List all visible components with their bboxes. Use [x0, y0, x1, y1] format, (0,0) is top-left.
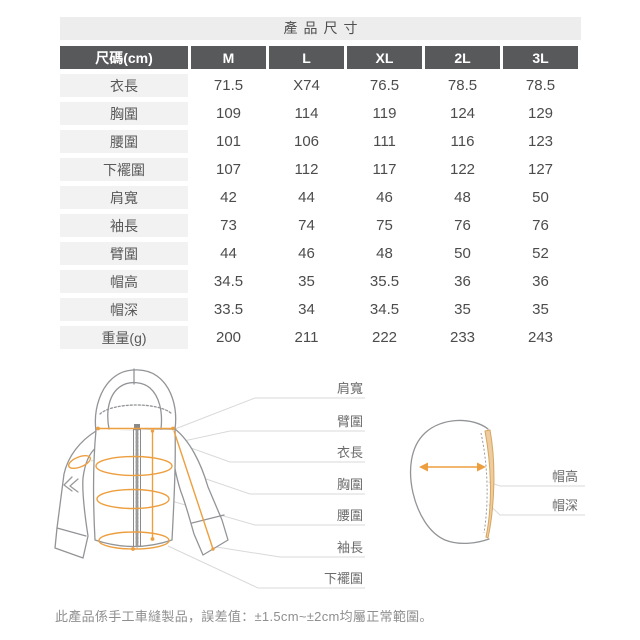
size-value-cell: 52: [503, 242, 578, 265]
size-value-cell: 122: [425, 158, 500, 181]
table-row: 帽高 34.5 35 35.5 36 36: [60, 270, 578, 293]
size-value-cell: 112: [269, 158, 344, 181]
size-value-cell: 123: [503, 130, 578, 153]
size-value-cell: 78.5: [425, 74, 500, 97]
diagram-label: 肩寬: [336, 381, 363, 396]
size-column-header: L: [269, 46, 344, 69]
size-value-cell: 101: [191, 130, 266, 153]
row-label: 肩寬: [60, 186, 188, 209]
size-value-cell: 48: [425, 186, 500, 209]
size-value-cell: 44: [191, 242, 266, 265]
size-value-cell: 107: [191, 158, 266, 181]
row-label: 帽高: [60, 270, 188, 293]
size-column-header: XL: [347, 46, 422, 69]
zipper: [133, 424, 141, 548]
page-title: 產品尺寸: [60, 17, 581, 40]
row-label: 袖長: [60, 214, 188, 237]
size-value-cell: 33.5: [191, 298, 266, 321]
size-value-cell: 44: [269, 186, 344, 209]
size-unit-header: 尺碼(cm): [60, 46, 188, 69]
size-value-cell: 34.5: [347, 298, 422, 321]
diagram-label: 臂圍: [336, 414, 363, 429]
size-value-cell: 243: [503, 326, 578, 349]
size-value-cell: 46: [269, 242, 344, 265]
size-column-header: 2L: [425, 46, 500, 69]
size-value-cell: 106: [269, 130, 344, 153]
table-row: 臂圍 44 46 48 50 52: [60, 242, 578, 265]
diagram-label: 下襬圍: [323, 571, 363, 586]
row-label: 衣長: [60, 74, 188, 97]
diagram-label: 衣長: [336, 445, 363, 460]
size-value-cell: 129: [503, 102, 578, 125]
size-value-cell: 119: [347, 102, 422, 125]
size-value-cell: 36: [503, 270, 578, 293]
row-label: 帽深: [60, 298, 188, 321]
size-value-cell: 71.5: [191, 74, 266, 97]
size-value-cell: 78.5: [503, 74, 578, 97]
row-label: 下襬圍: [60, 158, 188, 181]
row-label: 臂圍: [60, 242, 188, 265]
size-value-cell: 74: [269, 214, 344, 237]
size-value-cell: 222: [347, 326, 422, 349]
size-value-cell: 46: [347, 186, 422, 209]
table-row: 胸圍 109 114 119 124 129: [60, 102, 578, 125]
jacket-measure-lines: [67, 426, 215, 551]
diagram-label: 帽高: [551, 469, 578, 484]
table-row: 袖長 73 74 75 76 76: [60, 214, 578, 237]
diagram-label: 袖長: [336, 540, 363, 555]
size-value-cell: 34: [269, 298, 344, 321]
size-value-cell: 50: [425, 242, 500, 265]
row-label: 重量(g): [60, 326, 188, 349]
size-table: 尺碼(cm) M L XL 2L 3L 衣長 71.5 X74 76.5 78.5 78.5 胸圍 10…: [57, 41, 581, 354]
table-row: 腰圍 101 106 111 116 123: [60, 130, 578, 153]
size-value-cell: 35: [503, 298, 578, 321]
size-value-cell: 127: [503, 158, 578, 181]
row-label: 腰圍: [60, 130, 188, 153]
size-value-cell: 35.5: [347, 270, 422, 293]
size-value-cell: 117: [347, 158, 422, 181]
size-value-cell: 35: [425, 298, 500, 321]
size-value-cell: 211: [269, 326, 344, 349]
size-value-cell: 50: [503, 186, 578, 209]
size-value-cell: 48: [347, 242, 422, 265]
size-value-cell: 42: [191, 186, 266, 209]
size-value-cell: 75: [347, 214, 422, 237]
size-value-cell: 76.5: [347, 74, 422, 97]
table-row: 下襬圍 107 112 117 122 127: [60, 158, 578, 181]
size-value-cell: 35: [269, 270, 344, 293]
size-value-cell: 36: [425, 270, 500, 293]
size-value-cell: X74: [269, 74, 344, 97]
size-value-cell: 109: [191, 102, 266, 125]
size-column-header: 3L: [503, 46, 578, 69]
diagram-label: 帽深: [551, 498, 578, 513]
jacket-illustration: [54, 368, 229, 559]
row-label: 胸圍: [60, 102, 188, 125]
size-value-cell: 73: [191, 214, 266, 237]
size-value-cell: 111: [347, 130, 422, 153]
size-value-cell: 114: [269, 102, 344, 125]
diagram-label: 腰圍: [336, 508, 363, 523]
size-value-cell: 34.5: [191, 270, 266, 293]
size-column-header: M: [191, 46, 266, 69]
diagram-label: 胸圍: [336, 477, 363, 492]
table-row: 衣長 71.5 X74 76.5 78.5 78.5: [60, 74, 578, 97]
size-value-cell: 116: [425, 130, 500, 153]
size-value-cell: 76: [503, 214, 578, 237]
table-row: 重量(g) 200 211 222 233 243: [60, 326, 578, 349]
size-value-cell: 200: [191, 326, 266, 349]
size-value-cell: 124: [425, 102, 500, 125]
table-row: 帽深 33.5 34 34.5 35 35: [60, 298, 578, 321]
table-row: 肩寬 42 44 46 48 50: [60, 186, 578, 209]
disclaimer-note: 此產品係手工車縫製品，誤差值：±1.5cm~±2cm均屬正常範圍。: [55, 609, 433, 624]
hood-measure-arrow: [419, 462, 486, 472]
hood-illustration: [409, 419, 495, 545]
size-value-cell: 233: [425, 326, 500, 349]
size-table-header-row: 尺碼(cm) M L XL 2L 3L: [60, 46, 578, 69]
size-value-cell: 76: [425, 214, 500, 237]
